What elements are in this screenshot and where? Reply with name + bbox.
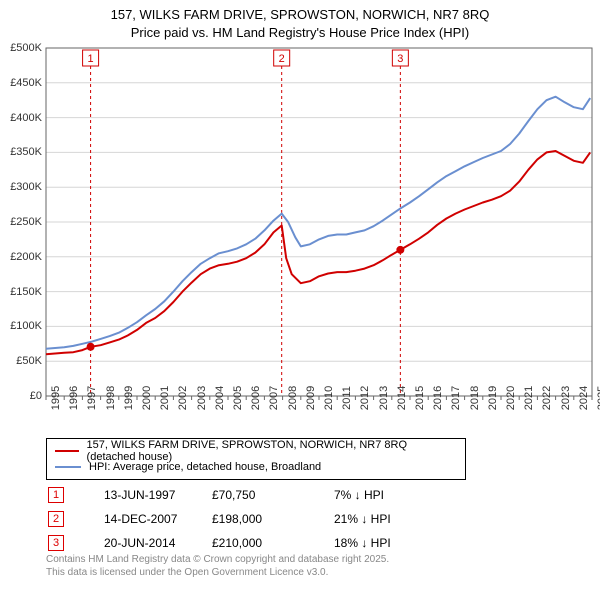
x-tick-label: 2005 (232, 386, 244, 410)
events-table: 1 13-JUN-1997£70,7507% ↓ HPI 2 14-DEC-2007£… (46, 482, 456, 556)
x-tick-label: 2004 (214, 386, 226, 410)
title-line-1: 157, WILKS FARM DRIVE, SPROWSTON, NORWIC… (0, 6, 600, 24)
chart-plot-area: 123£0£50K£100K£150K£200K£250K£300K£350K£… (46, 48, 592, 396)
license-text: Contains HM Land Registry data © Crown c… (46, 553, 389, 579)
x-tick-label: 2006 (250, 386, 262, 410)
svg-text:1: 1 (88, 53, 94, 65)
event-price: £210,000 (212, 532, 332, 554)
x-tick-label: 2011 (341, 386, 353, 410)
x-tick-label: 2017 (450, 386, 462, 410)
svg-text:3: 3 (397, 53, 403, 65)
x-tick-label: 2010 (323, 386, 335, 410)
x-tick-label: 2012 (359, 386, 371, 410)
y-tick-label: £250K (10, 216, 42, 228)
x-tick-label: 2007 (268, 386, 280, 410)
x-tick-label: 2000 (141, 386, 153, 410)
x-tick-label: 2024 (578, 386, 590, 410)
y-tick-label: £300K (10, 181, 42, 193)
event-marker: 2 (48, 511, 64, 527)
x-tick-label: 2001 (159, 386, 171, 410)
x-tick-label: 2020 (505, 386, 517, 410)
y-tick-label: £500K (10, 42, 42, 54)
event-row: 3 20-JUN-2014£210,00018% ↓ HPI (48, 532, 454, 554)
legend-label: HPI: Average price, detached house, Broa… (89, 461, 321, 473)
x-tick-label: 2014 (396, 386, 408, 410)
legend-item: 157, WILKS FARM DRIVE, SPROWSTON, NORWIC… (55, 443, 457, 459)
y-tick-label: £350K (10, 146, 42, 158)
chart-title: 157, WILKS FARM DRIVE, SPROWSTON, NORWIC… (0, 0, 600, 41)
x-tick-label: 2018 (469, 386, 481, 410)
event-pct: 21% ↓ HPI (334, 508, 454, 530)
event-date: 14-DEC-2007 (80, 508, 210, 530)
title-line-2: Price paid vs. HM Land Registry's House … (0, 24, 600, 42)
y-tick-label: £150K (10, 286, 42, 298)
event-date: 20-JUN-2014 (80, 532, 210, 554)
y-tick-label: £0 (30, 390, 42, 402)
event-marker: 3 (48, 535, 64, 551)
chart-svg: 1 2 3 (46, 48, 592, 396)
event-price: £70,750 (212, 484, 332, 506)
x-tick-label: 2013 (378, 386, 390, 410)
event-row: 1 13-JUN-1997£70,7507% ↓ HPI (48, 484, 454, 506)
event-marker: 1 (48, 487, 64, 503)
event-date: 13-JUN-1997 (80, 484, 210, 506)
x-tick-label: 1995 (50, 386, 62, 410)
x-tick-label: 2008 (287, 386, 299, 410)
x-tick-label: 2016 (432, 386, 444, 410)
x-tick-label: 1997 (86, 386, 98, 410)
y-tick-label: £100K (10, 320, 42, 332)
license-line-1: Contains HM Land Registry data © Crown c… (46, 553, 389, 566)
event-price: £198,000 (212, 508, 332, 530)
x-tick-label: 2025 (596, 386, 600, 410)
y-tick-label: £50K (16, 355, 42, 367)
svg-text:2: 2 (279, 53, 285, 65)
x-tick-label: 1998 (105, 386, 117, 410)
y-tick-label: £450K (10, 77, 42, 89)
x-tick-label: 2019 (487, 386, 499, 410)
x-tick-label: 1996 (68, 386, 80, 410)
x-tick-label: 2003 (196, 386, 208, 410)
y-tick-label: £400K (10, 112, 42, 124)
legend-swatch (55, 450, 79, 452)
x-tick-label: 2022 (541, 386, 553, 410)
event-pct: 7% ↓ HPI (334, 484, 454, 506)
x-tick-label: 2009 (305, 386, 317, 410)
x-tick-label: 2002 (177, 386, 189, 410)
legend-label: 157, WILKS FARM DRIVE, SPROWSTON, NORWIC… (87, 439, 457, 463)
event-pct: 18% ↓ HPI (334, 532, 454, 554)
x-tick-label: 2015 (414, 386, 426, 410)
y-tick-label: £200K (10, 251, 42, 263)
license-line-2: This data is licensed under the Open Gov… (46, 566, 389, 579)
x-tick-label: 1999 (123, 386, 135, 410)
x-tick-label: 2023 (560, 386, 572, 410)
legend-swatch (55, 466, 81, 468)
x-tick-label: 2021 (523, 386, 535, 410)
legend: 157, WILKS FARM DRIVE, SPROWSTON, NORWIC… (46, 438, 466, 480)
event-row: 2 14-DEC-2007£198,00021% ↓ HPI (48, 508, 454, 530)
